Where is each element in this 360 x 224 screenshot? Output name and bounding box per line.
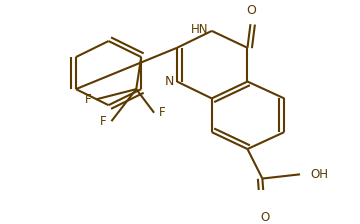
- Text: F: F: [85, 93, 92, 106]
- Text: F: F: [159, 106, 165, 119]
- Text: OH: OH: [310, 168, 328, 181]
- Text: O: O: [261, 211, 270, 224]
- Text: O: O: [247, 4, 256, 17]
- Text: HN: HN: [191, 23, 209, 36]
- Text: N: N: [165, 75, 174, 88]
- Text: F: F: [100, 115, 107, 128]
